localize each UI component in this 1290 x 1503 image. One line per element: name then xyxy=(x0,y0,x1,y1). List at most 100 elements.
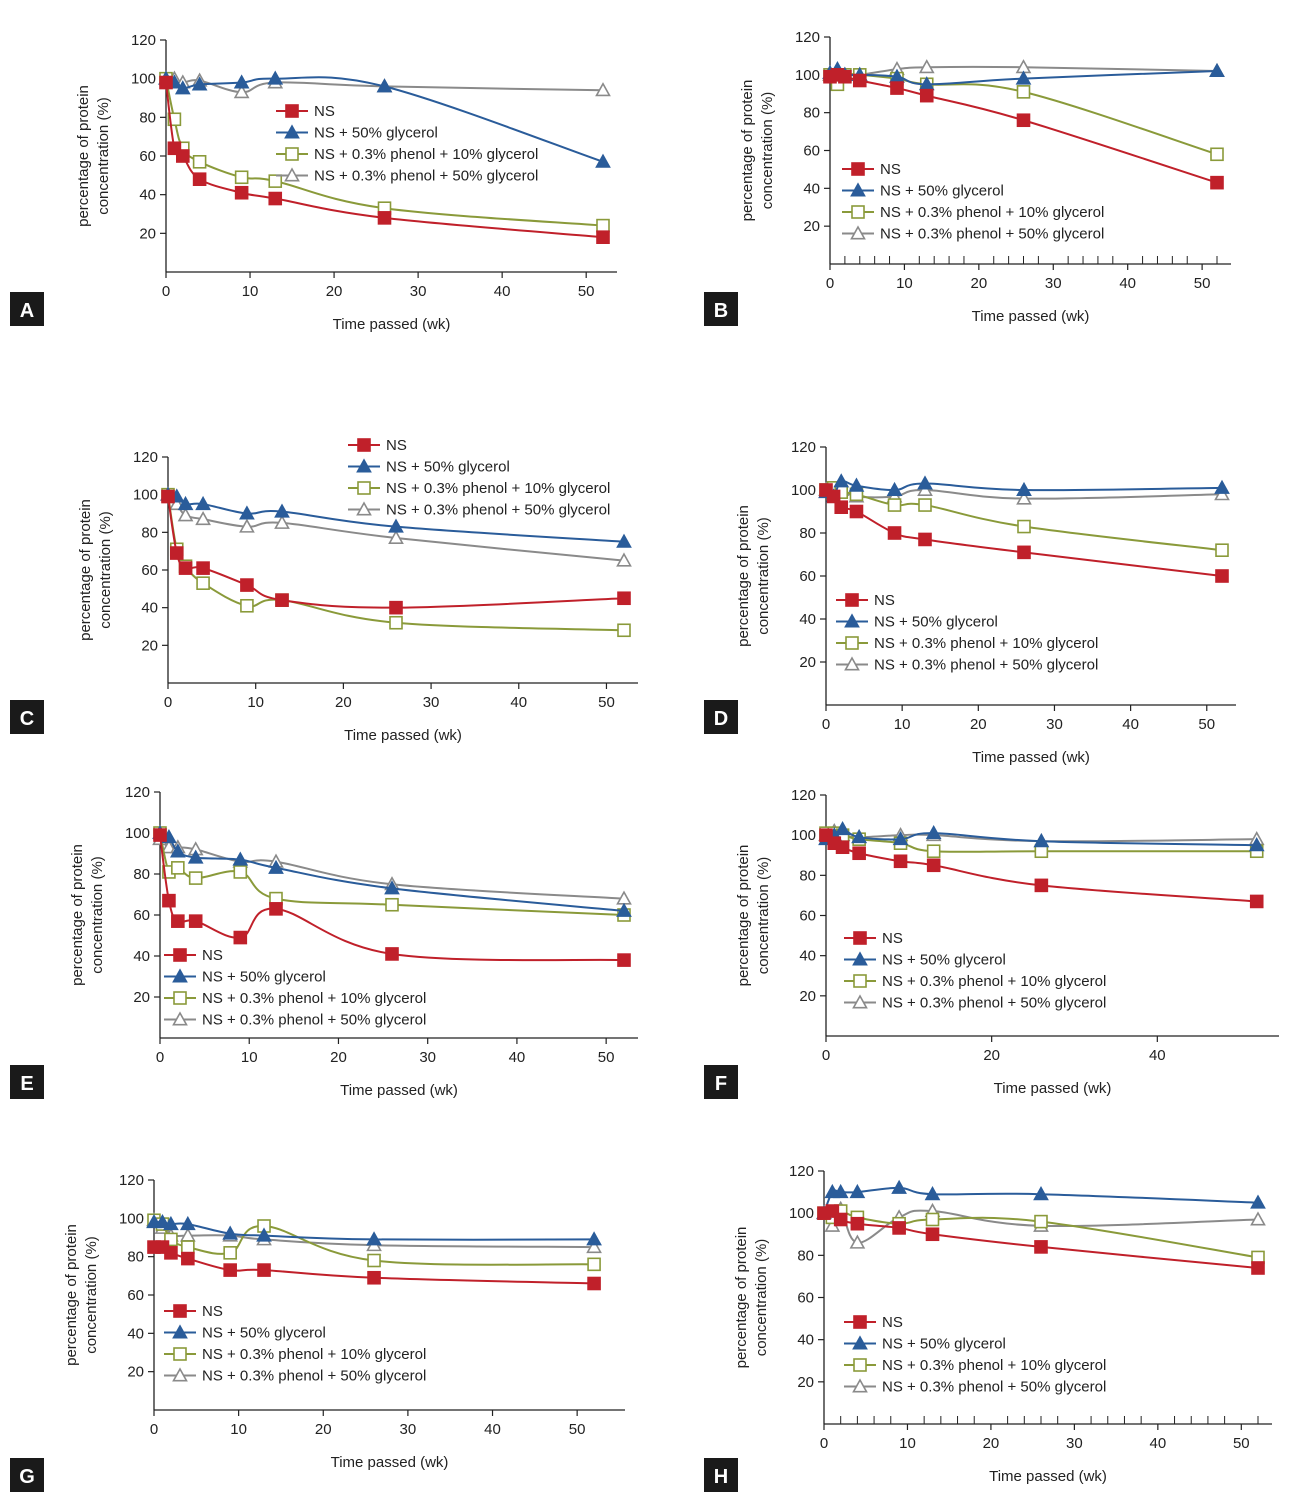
chart-h-legend-entry: NS xyxy=(882,1314,903,1331)
chart-c-point xyxy=(161,489,175,504)
chart-b-legend-marker xyxy=(850,225,866,240)
chart-a-point xyxy=(595,153,611,168)
chart-e-x-tick-label: 20 xyxy=(330,1049,347,1066)
chart-c-point xyxy=(240,598,254,613)
chart-a-legend-entry: NS + 0.3% phenol + 50% glycerol xyxy=(314,168,538,185)
chart-d-point xyxy=(917,475,933,490)
chart-c-point xyxy=(617,623,631,638)
chart-g-point xyxy=(164,1246,178,1260)
panel-label-h-box xyxy=(704,1458,738,1492)
chart-d-point xyxy=(826,489,841,504)
chart-c-legend-entry: NS + 0.3% phenol + 10% glycerol xyxy=(386,480,610,497)
chart-d-point xyxy=(1016,481,1032,497)
chart-f-y-tick-label: 80 xyxy=(799,867,816,884)
chart-f-point xyxy=(925,825,942,840)
chart-e-y-tick-label: 60 xyxy=(133,907,150,924)
chart-g-point xyxy=(256,1227,272,1242)
chart-d-point xyxy=(918,532,932,547)
chart-d-y-tick-label: 40 xyxy=(799,611,816,628)
chart-h-y-tick-label: 100 xyxy=(789,1205,814,1222)
chart-a-point xyxy=(268,191,283,206)
chart-a-point xyxy=(174,80,191,95)
chart-h-x-tick-label: 20 xyxy=(983,1435,1000,1452)
chart-e-y-tick-label: 120 xyxy=(125,784,150,801)
chart-b-y-tick-label: 60 xyxy=(803,143,820,160)
chart-h-x-tick-label: 40 xyxy=(1150,1435,1167,1452)
chart-a-point xyxy=(176,149,190,163)
chart-f-legend-entry: NS + 0.3% phenol + 50% glycerol xyxy=(882,995,1106,1012)
chart-c-y-axis-label: percentage of protein concentration (%) xyxy=(77,499,114,641)
chart-a-legend-entry: NS + 0.3% phenol + 10% glycerol xyxy=(314,146,538,163)
chart-h-y-tick-label: 120 xyxy=(789,1163,814,1180)
chart-b-legend-entry: NS + 50% glycerol xyxy=(880,183,1004,200)
chart-c-point xyxy=(274,503,290,518)
chart-a-x-tick-label: 10 xyxy=(242,283,259,300)
chart-d-point xyxy=(887,526,902,540)
chart-e-point xyxy=(385,947,399,961)
chart-h: 20 40 60 80 100 120 0 10 20 30 40 50 Time passed (wk… xyxy=(704,1163,1272,1492)
chart-e-point xyxy=(384,880,400,895)
chart-a-legend-marker xyxy=(285,104,299,118)
chart-h-point xyxy=(924,1186,941,1201)
chart-g-point xyxy=(223,1263,237,1277)
chart-a-legend-marker xyxy=(284,167,300,182)
chart-f-point xyxy=(852,846,866,861)
chart-b-point xyxy=(1015,70,1032,85)
chart-b-point xyxy=(1210,175,1224,190)
chart-g: 20 40 60 80 100 120 0 10 20 30 40 50 Time passed (wk… xyxy=(10,1172,625,1492)
chart-e-point xyxy=(616,902,632,917)
chart-a-x-tick-label: 40 xyxy=(494,283,511,300)
chart-a-point xyxy=(192,155,207,169)
chart-e-point xyxy=(269,902,283,916)
panel-label-h-text: H xyxy=(714,1466,728,1488)
chart-b-point xyxy=(838,69,852,84)
chart-h-point xyxy=(925,1227,940,1242)
chart-a-point xyxy=(191,76,208,91)
chart-c-legend-marker xyxy=(356,458,372,473)
chart-g-point xyxy=(587,1276,601,1291)
chart-h-legend-entry: NS + 0.3% phenol + 50% glycerol xyxy=(882,1379,1106,1396)
chart-e-point xyxy=(188,914,203,928)
chart-b-y-tick-label: 120 xyxy=(795,29,820,46)
chart-h-point xyxy=(1250,1211,1266,1226)
chart-e-legend-entry: NS + 0.3% phenol + 50% glycerol xyxy=(202,1012,426,1029)
chart-h-point xyxy=(833,1212,848,1227)
chart-b-point xyxy=(1209,62,1225,78)
chart-e-legend-marker xyxy=(172,1011,188,1026)
chart-h-x-tick-label: 30 xyxy=(1066,1435,1083,1452)
chart-g-point xyxy=(181,1240,195,1254)
chart-h-point xyxy=(925,1212,940,1227)
chart-h-point xyxy=(1033,1186,1049,1201)
chart-h-y-tick-label: 80 xyxy=(797,1247,814,1264)
chart-c-y-tick-label: 40 xyxy=(141,600,158,617)
chart-b-legend-entry: NS + 0.3% phenol + 50% glycerol xyxy=(880,226,1104,243)
chart-g-y-axis-label: percentage of protein concentration (%) xyxy=(63,1224,100,1366)
chart-b-legend-marker xyxy=(851,162,865,176)
chart-e-legend-marker xyxy=(173,948,187,962)
chart-a-legend-marker xyxy=(285,147,299,161)
chart-c-point xyxy=(617,591,631,606)
chart-d-legend-entry: NS + 0.3% phenol + 10% glycerol xyxy=(874,635,1098,652)
chart-c-y-tick-label: 80 xyxy=(141,524,158,541)
chart-f-point xyxy=(893,854,908,869)
chart-d: 20 40 60 80 100 120 0 10 20 30 40 50 Time passed (wk… xyxy=(704,439,1236,766)
chart-d-legend-marker xyxy=(844,656,860,671)
chart-a-legend-marker xyxy=(284,124,300,139)
chart-e-legend-marker xyxy=(172,968,188,983)
chart-c-legend-entry: NS xyxy=(386,437,407,454)
chart-g-x-tick-label: 40 xyxy=(484,1421,501,1438)
chart-c-point xyxy=(275,593,289,607)
chart-d-point xyxy=(886,481,903,497)
chart-b-y-axis-label: percentage of protein concentration (%) xyxy=(739,80,776,222)
chart-b-point xyxy=(1016,113,1031,128)
chart-e-x-tick-label: 10 xyxy=(241,1049,258,1066)
chart-h-y-tick-label: 40 xyxy=(797,1332,814,1349)
chart-c-point xyxy=(239,505,255,520)
chart-a-point xyxy=(595,82,611,97)
chart-a-y-tick-label: 40 xyxy=(139,187,156,204)
chart-c-point xyxy=(240,578,254,592)
chart-e-y-tick-label: 100 xyxy=(125,825,150,842)
chart-e-y-tick-label: 40 xyxy=(133,948,150,965)
chart-b-x-axis-label: Time passed (wk) xyxy=(972,308,1090,325)
chart-g-point xyxy=(586,1231,602,1246)
